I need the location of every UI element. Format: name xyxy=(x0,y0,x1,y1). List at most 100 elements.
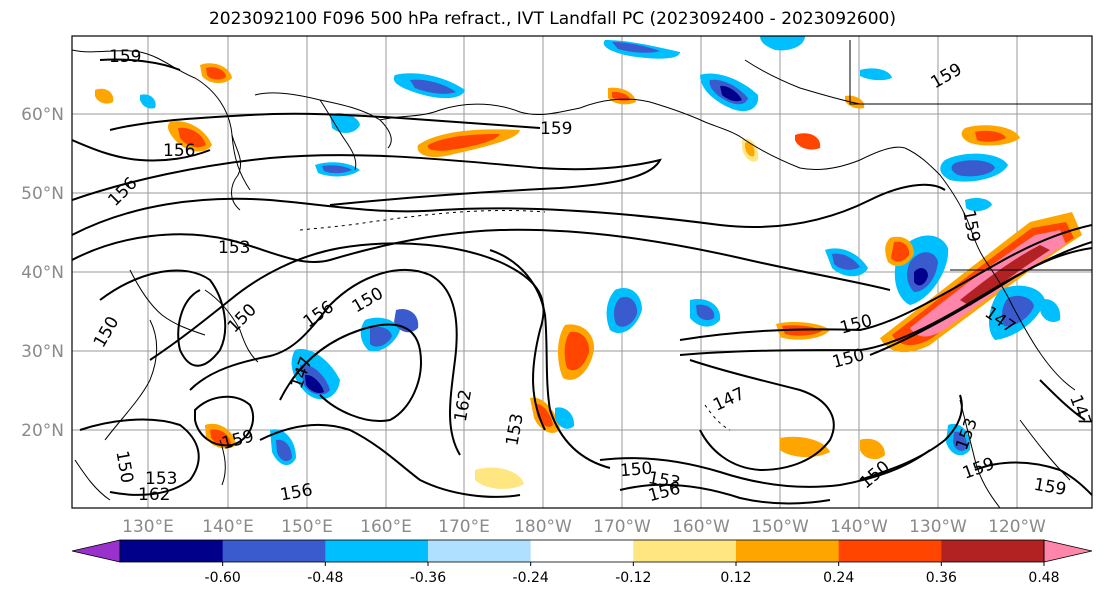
lat-label: 30°N xyxy=(21,342,64,362)
contour-c xyxy=(72,228,891,291)
shade-darkred-band xyxy=(960,245,1050,306)
shade-royalblue-bering-n xyxy=(612,42,660,53)
shade-royalblue-cp3 xyxy=(696,304,715,321)
shade-blue-ak-n xyxy=(760,36,805,51)
coast-us-west xyxy=(984,259,1076,391)
coast-china xyxy=(104,319,158,441)
shade-red-bering xyxy=(427,134,500,151)
border-ak-ca xyxy=(849,40,1092,105)
shade-navy-coast xyxy=(914,268,928,286)
coast-kamchatka-n xyxy=(254,92,392,149)
coast-alaska-w xyxy=(579,98,746,141)
contour-r xyxy=(859,394,963,481)
contour-k xyxy=(489,249,611,469)
colorbar-cell xyxy=(838,540,942,562)
shade-red-cp xyxy=(564,331,590,371)
lat-label: 20°N xyxy=(21,421,64,441)
map-border xyxy=(71,35,1093,509)
contour-g xyxy=(279,323,422,422)
colorbar-label: 0.12 xyxy=(720,570,751,586)
colorbar-label: -0.60 xyxy=(205,570,241,586)
contour-i xyxy=(79,418,200,496)
longitude-labels: 130°E 140°E 150°E 160°E 170°E 180°W 170°… xyxy=(122,517,1046,537)
colorbar-label: -0.36 xyxy=(410,570,446,586)
contours xyxy=(72,58,1092,505)
coast-bc xyxy=(904,147,986,261)
contour-label: 162 xyxy=(138,485,170,505)
contour-a xyxy=(72,154,662,206)
lon-label: 130°W xyxy=(909,517,967,537)
graticule xyxy=(72,36,1092,508)
colorbar-cell xyxy=(633,540,737,562)
pc-shading xyxy=(95,36,1082,489)
shade-royalblue-bc xyxy=(951,160,995,177)
contour-n xyxy=(869,247,1092,356)
lon-label: 140°W xyxy=(830,517,888,537)
shade-blue-ne xyxy=(140,94,156,109)
lon-label: 150°W xyxy=(751,517,809,537)
lon-label: 170°W xyxy=(593,517,651,537)
contour-label: 159 xyxy=(109,47,141,67)
shade-royalblue-mx xyxy=(953,431,968,451)
latitude-labels: 60°N 50°N 40°N 30°N 20°N xyxy=(21,105,64,441)
map-title: 2023092100 F096 500 hPa refract., IVT La… xyxy=(208,9,896,29)
contour-e xyxy=(149,242,546,431)
shade-blue-nv xyxy=(1040,299,1061,322)
colorbar-label: -0.24 xyxy=(513,570,549,586)
shade-blue-cp2 xyxy=(555,407,575,429)
coast-alaska-s xyxy=(744,139,906,171)
lon-label: 140°E xyxy=(202,517,254,537)
colorbar: -0.60 -0.48 -0.36 -0.24 -0.12 0.12 0.24 0.36 0.4… xyxy=(71,539,1093,586)
contour-d xyxy=(99,269,227,367)
shade-blue-van xyxy=(965,197,992,212)
shade-royalblue-ca xyxy=(1001,295,1034,327)
shade-red-bc xyxy=(975,130,1006,142)
contour-v xyxy=(109,112,541,131)
colorbar-cell xyxy=(530,540,634,562)
coast-mexico xyxy=(1019,419,1071,481)
colorbar-cell xyxy=(120,540,224,562)
shade-red-cp2 xyxy=(535,403,553,427)
contour-u xyxy=(99,58,181,71)
lon-label: 160°E xyxy=(360,517,412,537)
coast-alaska-n xyxy=(744,59,861,105)
contour-label: 159 xyxy=(540,119,572,139)
colorbar-cell xyxy=(428,540,532,562)
shade-royalblue-siberia xyxy=(410,79,456,94)
colorbar-cell xyxy=(325,540,429,562)
aleutians xyxy=(299,210,546,231)
lon-label: 120°W xyxy=(988,517,1046,537)
shade-red-ep2 xyxy=(891,241,910,262)
shade-navy-ak xyxy=(720,85,742,102)
contour-j xyxy=(259,423,521,498)
colorbar-outline xyxy=(119,539,1045,563)
colorbar-label: -0.48 xyxy=(307,570,343,586)
shade-navy-wp xyxy=(305,374,324,394)
shade-orange-hi xyxy=(860,438,885,460)
coast-chukotka xyxy=(379,103,581,121)
lon-label: 170°E xyxy=(438,517,490,537)
contour-s xyxy=(974,461,1092,496)
lon-label: 180°W xyxy=(514,517,572,537)
lat-label: 60°N xyxy=(21,105,64,125)
coastlines xyxy=(72,40,1092,508)
coast-sakhalin xyxy=(231,134,242,211)
colorbar-label: 0.48 xyxy=(1028,570,1059,586)
shade-royalblue-wp2 xyxy=(370,326,392,347)
contour-label: 153 xyxy=(218,238,250,258)
contour-q xyxy=(619,483,831,505)
shade-orange-ne xyxy=(95,88,114,104)
colorbar-label: -0.12 xyxy=(615,570,651,586)
contour-label: 156 xyxy=(163,141,195,161)
contour-l xyxy=(679,224,1092,341)
shade-blue-can xyxy=(860,68,892,81)
colorbar-cell xyxy=(736,540,840,562)
coast-taiwan xyxy=(219,439,226,486)
colorbar-label: 0.24 xyxy=(823,570,854,586)
coast-kamchatka xyxy=(319,99,357,171)
colorbar-cell xyxy=(941,540,1045,562)
contour-w xyxy=(72,139,211,162)
coast-siberia xyxy=(72,49,251,191)
shade-royalblue-phil xyxy=(276,439,292,462)
